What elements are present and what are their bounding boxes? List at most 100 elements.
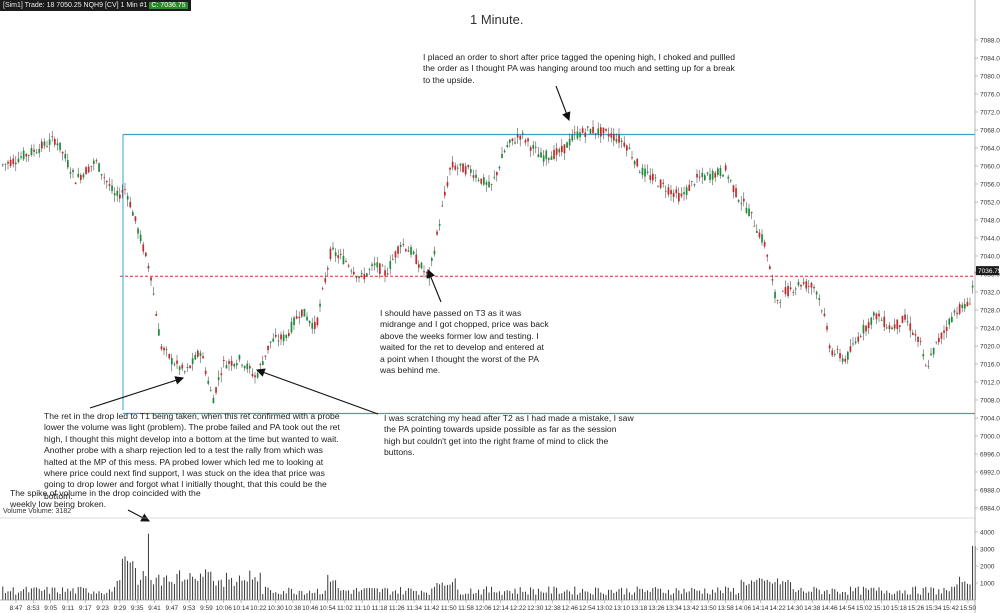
time-tick-label: 12:38 (544, 605, 561, 612)
candle-up (727, 176, 730, 179)
candle-up (355, 276, 358, 278)
candle-down (25, 154, 28, 157)
candle-up (72, 169, 74, 173)
candle-down (324, 278, 327, 283)
candle-down (792, 292, 795, 294)
candle-up (77, 173, 80, 177)
candle-down (529, 147, 532, 151)
candle-down (397, 246, 399, 254)
candle-down (15, 162, 17, 165)
candle-up (537, 154, 540, 158)
candle-up (412, 251, 415, 254)
price-tick-label: 7028.00 (980, 307, 1000, 314)
candle-up (737, 200, 740, 202)
candle-up (56, 143, 59, 146)
candle-up (971, 285, 974, 288)
candle-down (672, 192, 675, 197)
candle-up (477, 180, 480, 182)
candle-up (132, 212, 134, 216)
candle-up (334, 252, 337, 257)
time-tick-label: 12:54 (579, 605, 596, 612)
candle-up (459, 163, 462, 166)
candle-up (332, 247, 334, 250)
candle-down (415, 254, 418, 265)
time-tick-label: 15:10 (873, 605, 890, 612)
candle-up (576, 131, 579, 139)
candle-down (865, 325, 867, 332)
candle-down (605, 129, 607, 131)
candle-down (189, 365, 191, 368)
candle-down (724, 165, 727, 171)
annotation-t3: I should have passed on T3 as it was mid… (380, 308, 549, 376)
candle-up (381, 265, 384, 267)
candle-down (893, 324, 896, 329)
candle-up (506, 145, 509, 147)
time-tick-label: 11:58 (458, 605, 474, 612)
candle-down (155, 313, 158, 316)
candle-up (579, 132, 581, 138)
time-tick-label: 11:10 (354, 605, 370, 612)
candle-up (236, 363, 238, 366)
candle-up (748, 208, 750, 217)
candle-up (951, 316, 953, 323)
time-tick-label: 11:18 (372, 605, 388, 612)
candle-down (446, 182, 449, 187)
candle-down (511, 138, 514, 141)
candle-down (230, 360, 233, 366)
candle-down (467, 165, 470, 168)
candle-up (550, 156, 553, 160)
candle-down (228, 361, 230, 364)
time-tick-label: 13:18 (631, 605, 648, 612)
last-price-label: 7036.75 (976, 266, 1000, 276)
candle-up (730, 180, 732, 181)
candle-up (847, 351, 849, 360)
candle-down (9, 159, 12, 167)
time-tick-label: 13:26 (648, 605, 665, 612)
candle-down (574, 132, 576, 134)
time-tick-label: 14:54 (839, 605, 856, 612)
candle-down (223, 359, 225, 362)
candle-down (186, 367, 189, 368)
candle-down (857, 336, 860, 342)
time-tick-label: 11:02 (337, 605, 353, 612)
price-tick-label: 7076.00 (980, 91, 1000, 98)
price-tick-label: 7044.00 (980, 235, 1000, 242)
candle-up (470, 169, 472, 173)
candle-up (191, 358, 194, 365)
candle-up (633, 161, 636, 165)
candle-down (867, 322, 870, 329)
time-tick-label: 13:10 (614, 605, 631, 612)
candle-up (571, 134, 574, 141)
candle-up (745, 207, 748, 213)
candle-up (501, 153, 503, 159)
candle-down (844, 358, 847, 362)
candle-down (912, 332, 914, 335)
candle-up (2, 164, 4, 166)
candle-up (243, 365, 246, 369)
price-tick-label: 7064.00 (980, 145, 1000, 152)
candle-down (454, 165, 457, 170)
time-tick-label: 11:50 (441, 605, 457, 612)
candle-up (906, 321, 909, 323)
candle-down (678, 192, 680, 202)
candle-down (249, 366, 251, 369)
candle-up (59, 142, 61, 151)
candle-up (199, 352, 202, 356)
candle-up (711, 170, 714, 180)
chart-title: 1 Minute. (470, 12, 524, 27)
candle-down (441, 205, 444, 207)
candle-down (124, 189, 126, 190)
candle-up (139, 234, 142, 242)
candle-down (87, 166, 90, 173)
time-tick-label: 15:18 (891, 605, 908, 612)
candle-down (602, 127, 605, 134)
candle-up (35, 152, 38, 154)
candle-down (831, 350, 834, 356)
candle-up (693, 184, 696, 186)
candle-down (108, 184, 111, 186)
price-tick-label: 6984.00 (980, 505, 1000, 512)
time-tick-label: 11:42 (424, 605, 440, 612)
time-tick-label: 15:42 (943, 605, 960, 612)
candle-up (932, 347, 935, 355)
time-tick-label: 9:53 (183, 605, 196, 612)
